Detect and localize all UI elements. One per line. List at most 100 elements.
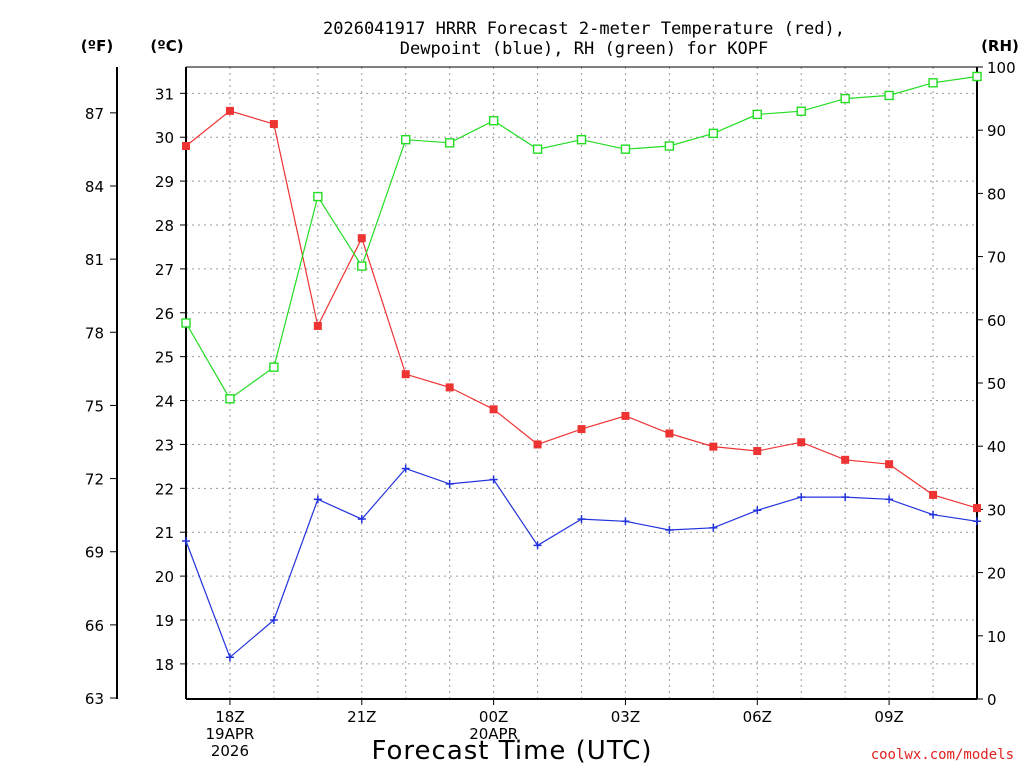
x-tick-label: 20APR bbox=[469, 725, 518, 743]
x-tick-label: 09Z bbox=[874, 708, 903, 726]
temperature-point bbox=[973, 504, 981, 513]
temperature-point bbox=[445, 383, 454, 392]
rh-point bbox=[708, 128, 719, 139]
celsius-tick-label: 26 bbox=[155, 305, 174, 323]
temperature-point bbox=[885, 460, 894, 469]
dewpoint-point bbox=[885, 495, 894, 504]
fahrenheit-unit-label: (ºF) bbox=[81, 37, 113, 55]
dewpoint-point bbox=[621, 517, 630, 526]
dewpoint-point bbox=[709, 523, 718, 532]
temperature-point bbox=[753, 447, 762, 456]
rh-tick-label: 30 bbox=[987, 501, 1006, 519]
fahrenheit-tick-label: 78 bbox=[85, 324, 104, 342]
celsius-tick-label: 18 bbox=[155, 656, 174, 674]
x-tick-label: 00Z bbox=[479, 708, 508, 726]
x-tick-label: 06Z bbox=[743, 708, 772, 726]
rh-tick-label: 100 bbox=[987, 59, 1016, 77]
rh-tick-label: 70 bbox=[987, 249, 1006, 267]
rh-point bbox=[357, 261, 367, 271]
temperature-point bbox=[533, 440, 542, 449]
temperature-point bbox=[269, 120, 278, 129]
rh-tick-label: 10 bbox=[987, 628, 1006, 646]
rh-point bbox=[488, 116, 499, 126]
chart-title-line1: 2026041917 HRRR Forecast 2-meter Tempera… bbox=[323, 19, 845, 39]
fahrenheit-tick-label: 66 bbox=[85, 617, 104, 635]
dewpoint-point bbox=[841, 493, 850, 502]
rh-point bbox=[972, 71, 982, 82]
chart-title-line2: Dewpoint (blue), RH (green) for KOPF bbox=[400, 39, 768, 59]
rh-point bbox=[928, 78, 938, 88]
rh-point bbox=[532, 144, 543, 154]
celsius-tick-label: 27 bbox=[155, 261, 174, 279]
x-tick-label: 2026 bbox=[211, 742, 249, 760]
fahrenheit-tick-label: 63 bbox=[85, 690, 104, 708]
rh-point bbox=[620, 144, 631, 154]
dewpoint-point bbox=[401, 464, 410, 473]
fahrenheit-tick-label: 84 bbox=[85, 178, 104, 196]
celsius-tick-label: 21 bbox=[155, 524, 174, 542]
dewpoint-point bbox=[797, 493, 806, 502]
temperature-point bbox=[797, 438, 806, 447]
rh-point bbox=[225, 394, 235, 404]
rh-point bbox=[796, 106, 806, 116]
celsius-tick-label: 22 bbox=[155, 480, 174, 498]
fahrenheit-tick-label: 75 bbox=[85, 397, 104, 415]
temperature-point bbox=[489, 405, 498, 414]
temperature-point bbox=[313, 321, 322, 330]
temperature-point bbox=[182, 142, 190, 150]
credit-text: coolwx.com/models bbox=[871, 747, 1014, 763]
temperature-point bbox=[577, 425, 586, 434]
rh-point bbox=[664, 141, 675, 151]
celsius-tick-label: 20 bbox=[155, 568, 174, 586]
rh-point bbox=[313, 191, 323, 202]
rh-tick-label: 0 bbox=[987, 691, 997, 709]
dewpoint-line bbox=[185, 467, 978, 659]
temperature-point bbox=[709, 442, 718, 451]
rh-tick-label: 40 bbox=[987, 438, 1006, 456]
temperature-point bbox=[621, 411, 630, 420]
rh-tick-label: 50 bbox=[987, 375, 1006, 393]
x-tick-label: 18Z bbox=[215, 708, 244, 726]
grid-lines bbox=[186, 67, 977, 699]
rh-point bbox=[576, 134, 587, 145]
dewpoint-point bbox=[313, 495, 322, 504]
x-tick-label: 03Z bbox=[611, 708, 640, 726]
dewpoint-point bbox=[753, 506, 762, 515]
x-tick-label: 21Z bbox=[347, 708, 376, 726]
celsius-tick-label: 23 bbox=[155, 436, 174, 454]
rh-point bbox=[884, 90, 894, 101]
celsius-tick-label: 29 bbox=[155, 173, 174, 191]
rh-tick-label: 80 bbox=[987, 185, 1006, 203]
rh-point bbox=[840, 93, 850, 104]
celsius-tick-label: 24 bbox=[155, 393, 174, 411]
dewpoint-point bbox=[973, 517, 981, 526]
temperature-point bbox=[225, 106, 234, 115]
rh-point bbox=[401, 134, 411, 145]
dewpoint-point bbox=[929, 510, 938, 519]
dewpoint-point bbox=[269, 616, 278, 624]
x-tick-label: 19APR bbox=[206, 725, 255, 743]
temperature-point bbox=[929, 490, 938, 499]
rh-point bbox=[752, 109, 762, 120]
dewpoint-point bbox=[665, 526, 674, 535]
celsius-tick-label: 30 bbox=[155, 129, 174, 147]
temperature-point bbox=[401, 370, 410, 379]
rh-point bbox=[181, 318, 191, 328]
celsius-tick-label: 31 bbox=[155, 85, 174, 103]
rh-tick-label: 90 bbox=[987, 122, 1006, 140]
rh-tick-label: 60 bbox=[987, 312, 1006, 330]
fahrenheit-tick-label: 69 bbox=[85, 544, 104, 562]
celsius-tick-label: 25 bbox=[155, 349, 174, 367]
dewpoint-point bbox=[577, 515, 586, 524]
dewpoint-point bbox=[225, 653, 234, 662]
celsius-unit-label: (ºC) bbox=[150, 37, 183, 55]
dewpoint-point bbox=[357, 515, 366, 524]
data-series bbox=[181, 71, 982, 662]
fahrenheit-tick-label: 87 bbox=[85, 105, 104, 123]
dewpoint-point bbox=[445, 479, 454, 488]
fahrenheit-tick-label: 81 bbox=[85, 251, 104, 269]
x-axis-label: Forecast Time (UTC) bbox=[371, 736, 652, 766]
temperature-point bbox=[665, 429, 674, 438]
tick-labels: 18 19 20 21 22 23 24 25 26 27 28 29 30 31 63 66 69 72 75 78… bbox=[85, 59, 1016, 760]
